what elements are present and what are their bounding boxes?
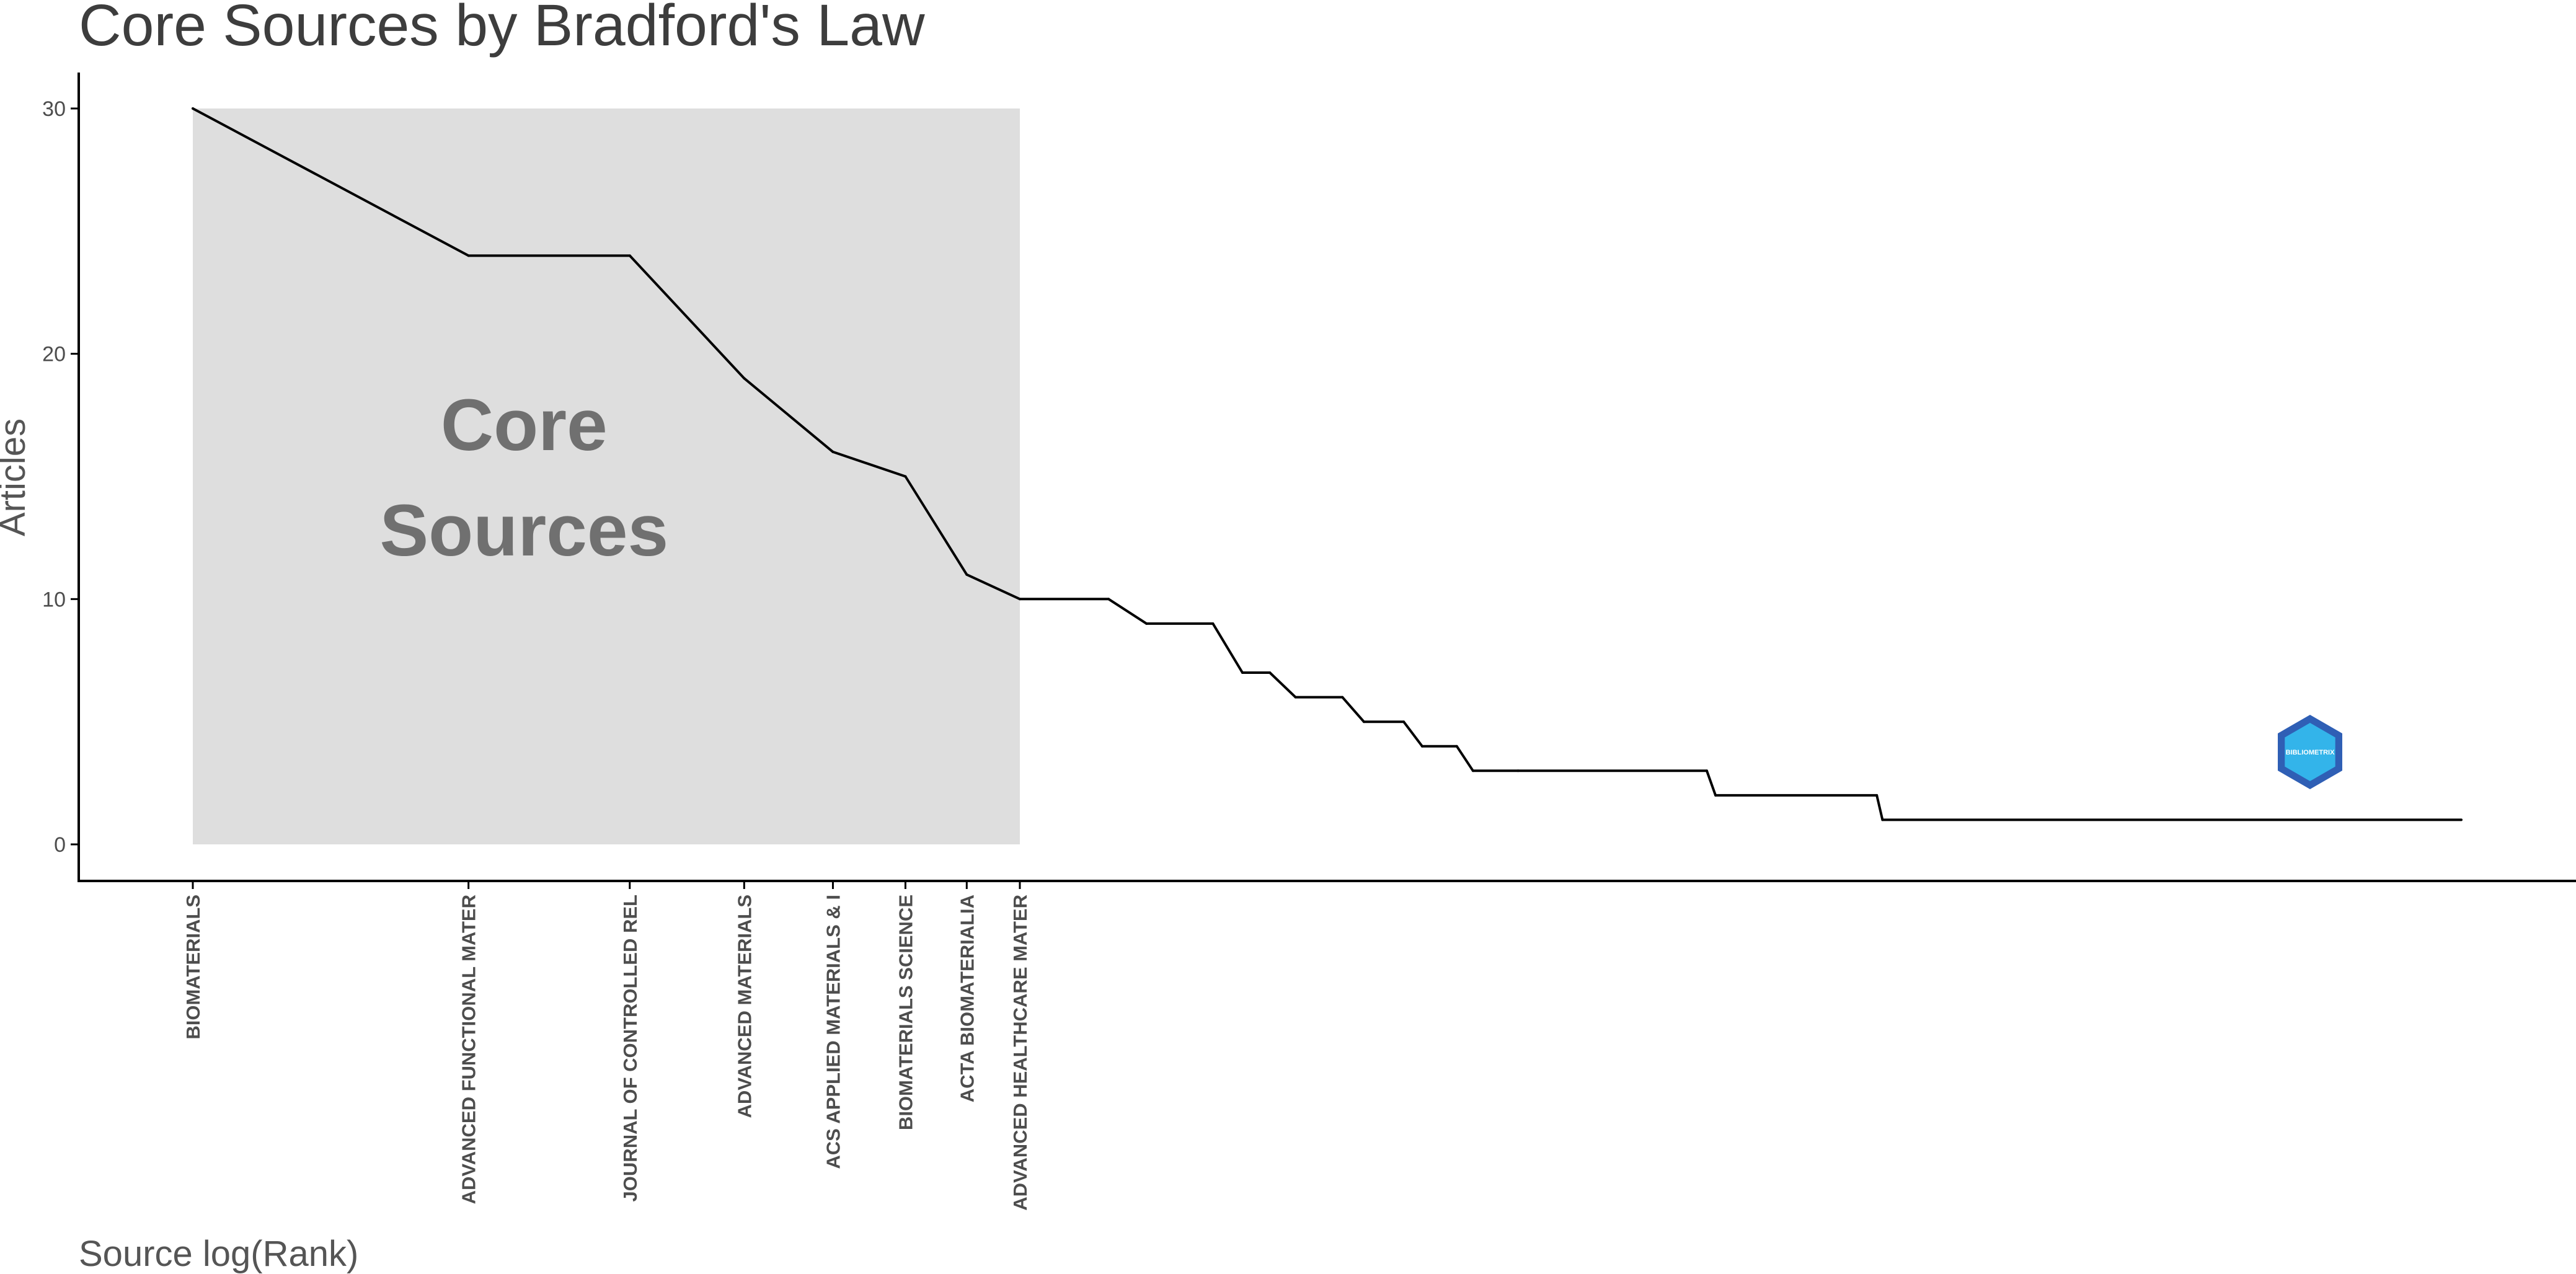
series-point (1362, 720, 1365, 723)
y-axis-title: Articles (0, 418, 33, 536)
x-axis-title: Source log(Rank) (79, 1234, 358, 1274)
y-tick-labels: 0 10 20 30 (42, 97, 79, 857)
series-point (1107, 598, 1110, 601)
series-point (628, 254, 631, 257)
series-point (2460, 818, 2463, 821)
series-point (965, 573, 968, 576)
series-point (1019, 598, 1021, 601)
x-tick-label: ACS APPLIED MATERIALS & I (823, 895, 844, 1169)
series-line-articles (192, 107, 2461, 821)
core-sources-label-line-2: Sources (379, 490, 668, 572)
series-point (192, 107, 194, 110)
y-tick-label: 20 (42, 343, 66, 366)
y-tick-label: 30 (42, 97, 66, 121)
core-sources-band (193, 108, 1020, 844)
series-point (1706, 769, 1708, 772)
bibliometrix-logo: BIBLIOMETRIX (2278, 715, 2342, 789)
x-tick-labels: BIOMATERIALS ADVANCED FUNCTIONAL MATER JOU… (182, 881, 1031, 1211)
core-sources-label-line-1: Core (441, 384, 608, 466)
series-point (1714, 794, 1717, 797)
series-point (1420, 745, 1423, 748)
y-tick-label: 0 (54, 833, 66, 857)
series-point (1341, 696, 1344, 699)
series-point (1455, 745, 1458, 748)
series-point (1516, 769, 1520, 772)
core-sources-region: Core Sources (193, 108, 1020, 844)
chart-title: Core Sources by Bradford's Law (79, 0, 925, 58)
series-point (1294, 696, 1297, 699)
series-point (1145, 622, 1148, 625)
series-point (1211, 622, 1215, 625)
logo-text: BIBLIOMETRIX (2286, 749, 2335, 756)
series-point (1881, 818, 1884, 821)
series-point (1402, 720, 1405, 723)
x-tick-label: ADVANCED HEALTHCARE MATER (1009, 895, 1031, 1211)
x-tick-label: JOURNAL OF CONTROLLED REL (619, 895, 641, 1201)
x-tick-label: BIOMATERIALS SCIENCE (895, 895, 916, 1130)
series-point (1268, 671, 1272, 674)
series-point (743, 377, 746, 380)
series-point (1241, 671, 1244, 674)
x-tick-label: BIOMATERIALS (182, 895, 204, 1040)
series-points (192, 107, 2463, 821)
series-point (467, 254, 470, 257)
x-tick-label: ADVANCED FUNCTIONAL MATER (458, 895, 480, 1204)
y-tick-label: 10 (42, 588, 66, 611)
series-point (1471, 769, 1474, 772)
logo-hexagon-inner (2285, 723, 2335, 781)
series-point (831, 450, 834, 453)
series-point (1875, 794, 1879, 797)
x-tick-label: ACTA BIOMATERIALIA (956, 895, 978, 1102)
x-tick-label: ADVANCED MATERIALS (733, 895, 755, 1118)
series-point (904, 475, 907, 478)
